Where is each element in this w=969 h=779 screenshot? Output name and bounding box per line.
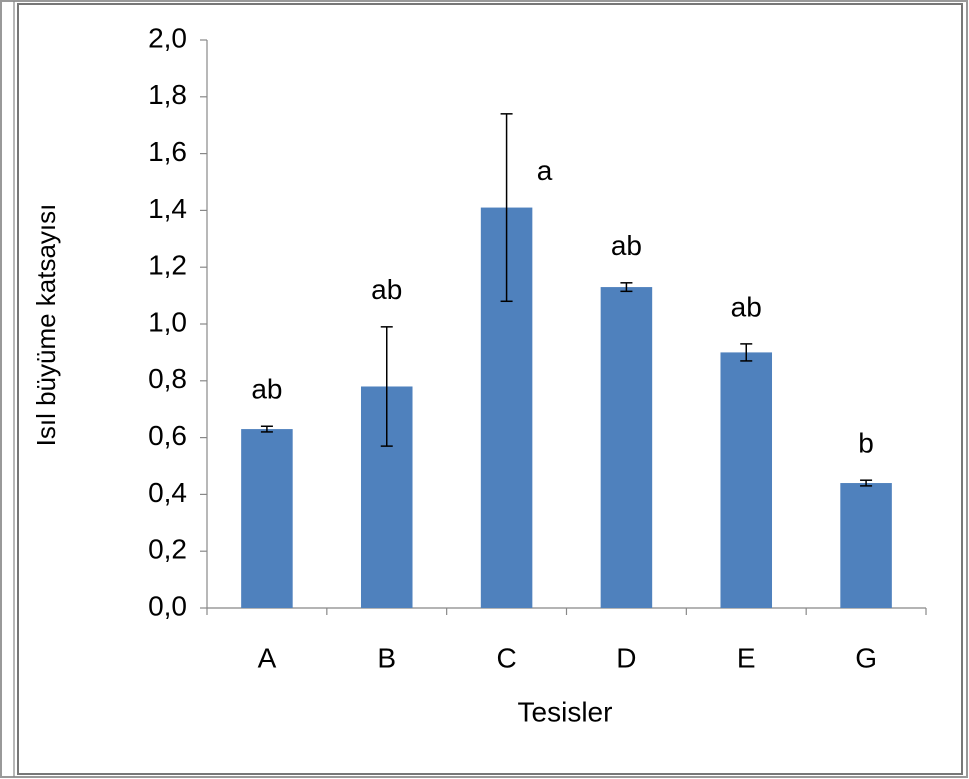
annotation: ab <box>611 230 642 261</box>
bar <box>241 429 293 608</box>
y-axis-label: Isıl büyüme katsayısı <box>31 204 61 447</box>
annotation: ab <box>371 274 402 305</box>
y-tick-label: 0,2 <box>148 534 187 565</box>
y-tick-label: 1,6 <box>148 136 187 167</box>
y-tick-label: 0,4 <box>148 477 187 508</box>
y-tick-label: 1,2 <box>148 250 187 281</box>
y-tick-label: 2,0 <box>148 22 187 53</box>
x-tick-label: C <box>496 642 516 673</box>
x-axis-label: Tesisler <box>518 696 613 727</box>
bar <box>720 352 773 608</box>
x-tick-label: D <box>616 642 636 673</box>
chart-border <box>17 3 963 775</box>
annotation: a <box>537 155 553 186</box>
bar <box>600 287 653 608</box>
x-tick-label: G <box>855 642 877 673</box>
x-tick-label: A <box>258 642 277 673</box>
y-tick-label: 0,6 <box>148 420 187 451</box>
x-tick-label: B <box>377 642 396 673</box>
annotation: b <box>858 428 874 459</box>
y-tick-label: 0,8 <box>148 363 187 394</box>
bar <box>840 483 892 608</box>
annotation: ab <box>731 291 762 322</box>
y-tick-label: 1,4 <box>148 193 187 224</box>
y-tick-label: 1,8 <box>148 79 187 110</box>
annotation: ab <box>251 374 282 405</box>
y-tick-label: 1,0 <box>148 306 187 337</box>
x-tick-label: E <box>737 642 756 673</box>
y-tick-label: 0,0 <box>148 590 187 621</box>
